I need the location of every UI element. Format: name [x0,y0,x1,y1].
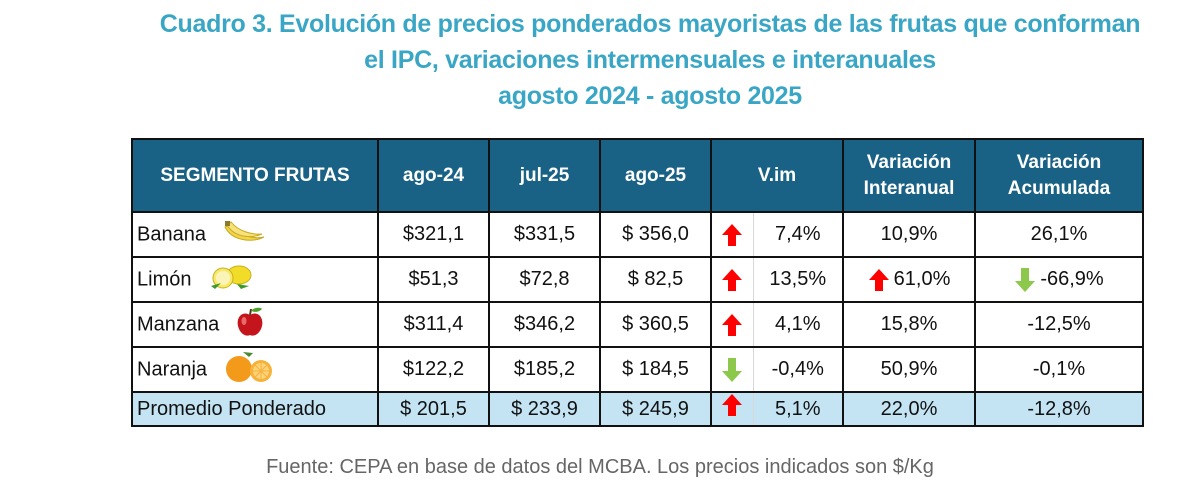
cell-fruit: Limón [131,256,379,303]
cell-jul25: $185,2 [488,346,601,393]
cell-acumulada: 26,1% [974,211,1145,258]
table-row: Naranja $122,2 $185,2 $ 184,5 -0,4% 50,9% -0,1… [131,346,1145,393]
cell-ago24: $122,2 [377,346,490,393]
apple-icon [235,306,265,344]
arrow-up-icon [722,268,743,291]
fruit-name: Manzana [137,313,220,335]
lemon-icon [207,264,253,296]
acumulada-value: -12,5% [1027,313,1091,335]
header-ago25: ago-25 [599,138,712,213]
cell-ago25: $ 356,0 [599,211,712,258]
arrow-down-icon [722,357,743,382]
interanual-value: 61,0% [893,268,951,290]
header-ago24: ago-24 [377,138,490,213]
source-note: Fuente: CEPA en base de datos del MCBA. … [266,456,934,478]
cell-fruit: Naranja [131,346,379,393]
cell-acumulada: -66,9% [974,256,1145,303]
total-ago24: $ 201,5 [377,391,490,427]
table-title: Cuadro 3. Evolución de precios ponderado… [100,6,1200,114]
cell-vim-arrow [710,346,754,393]
cell-jul25: $331,5 [488,211,601,258]
acumulada-value: 26,1% [1030,223,1088,245]
cell-interanual: 10,9% [842,211,977,258]
header-jul25: jul-25 [488,138,601,213]
fruit-name: Naranja [137,358,208,380]
header-segment: SEGMENTO FRUTAS [131,138,379,213]
arrow-up-icon [868,268,889,291]
cell-vim-arrow [710,256,754,303]
total-interanual: 22,0% [842,391,977,427]
total-row: Promedio Ponderado $ 201,5 $ 233,9 $ 245,9 5… [131,391,1145,427]
acumulada-value: -66,9% [1040,268,1104,290]
cell-acumulada: -0,1% [974,346,1145,393]
orange-icon [223,351,277,389]
table-row: Manzana $311,4 $346,2 $ 360,5 4,1% 15,8% -12,5… [131,301,1145,348]
arrow-up-icon [722,394,743,416]
total-vim: 5,1% [752,391,845,427]
total-ago25: $ 245,9 [599,391,712,427]
header-row: SEGMENTO FRUTAS ago-24 jul-25 ago-25 V.i… [131,138,1145,213]
acumulada-value: -0,1% [1032,358,1086,380]
banana-icon [222,219,266,251]
cell-interanual: 15,8% [842,301,977,348]
total-acumulada: -12,8% [974,391,1145,427]
header-vim: V.im [709,138,845,213]
table-row: Banana $321,1 $331,5 $ 356,0 7,4% 10,9% 26,1% [131,211,1145,258]
cell-ago25: $ 360,5 [599,301,712,348]
cell-jul25: $346,2 [488,301,601,348]
table-row: Limón $51,3 $72,8 $ 82,5 13,5% 61,0% -66,9% [131,256,1145,303]
cell-interanual: 50,9% [842,346,977,393]
cell-vim-arrow [710,301,754,348]
cell-fruit: Banana [131,211,379,258]
header-acumulada: Variación Acumulada [974,138,1145,213]
interanual-value: 50,9% [880,358,938,380]
cell-vim: -0,4% [752,346,845,393]
cell-fruit: Manzana [131,301,379,348]
header-interanual: Variación Interanual [842,138,977,213]
fruit-name: Limón [137,268,192,290]
interanual-value: 15,8% [880,313,938,335]
cell-interanual: 61,0% [842,256,977,303]
arrow-up-icon [722,313,743,336]
total-label: Promedio Ponderado [131,391,379,427]
cell-ago24: $51,3 [377,256,490,303]
title-line-3: agosto 2024 - agosto 2025 [498,82,802,110]
header-acumulada-line2: Acumulada [1007,177,1111,199]
cell-ago25: $ 184,5 [599,346,712,393]
cell-vim: 13,5% [752,256,845,303]
cell-vim-arrow [710,211,754,258]
total-jul25: $ 233,9 [488,391,601,427]
cell-vim: 4,1% [752,301,845,348]
arrow-down-icon [1015,267,1036,292]
cell-jul25: $72,8 [488,256,601,303]
total-vim-arrow [710,391,754,427]
header-interanual-line2: Interanual [863,177,955,199]
header-acumulada-line1: Variación [1016,151,1102,173]
cell-ago25: $ 82,5 [599,256,712,303]
interanual-value: 10,9% [880,223,938,245]
cell-vim: 7,4% [752,211,845,258]
cell-ago24: $311,4 [377,301,490,348]
fruit-name: Banana [137,223,206,245]
prices-table: SEGMENTO FRUTAS ago-24 jul-25 ago-25 V.i… [131,138,1145,427]
header-interanual-line1: Variación [866,151,952,173]
arrow-up-icon [722,223,743,246]
title-line-1: Cuadro 3. Evolución de precios ponderado… [159,10,1141,38]
title-line-2: el IPC, variaciones intermensuales e int… [364,46,936,74]
cell-ago24: $321,1 [377,211,490,258]
cell-acumulada: -12,5% [974,301,1145,348]
